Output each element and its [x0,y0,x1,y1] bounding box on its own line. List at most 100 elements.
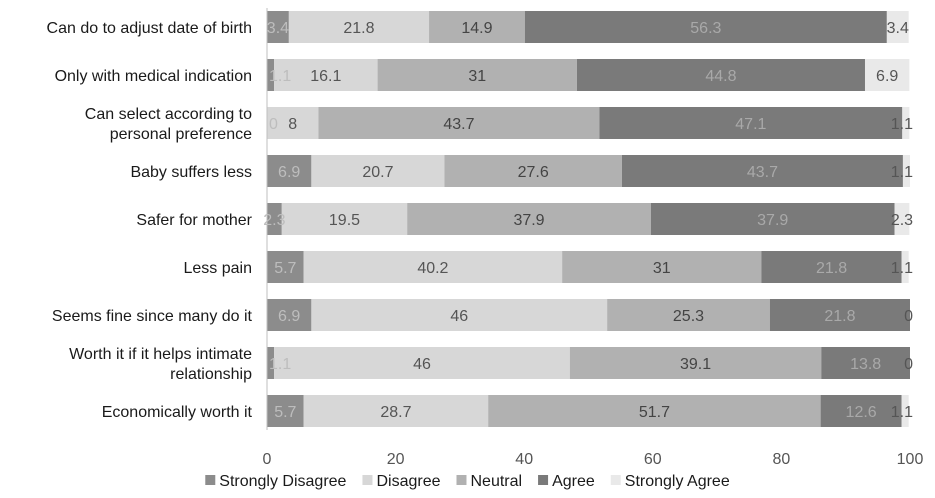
bar-segment [902,107,910,139]
bar-segment [524,11,887,43]
category-label: Safer for mother [136,212,252,229]
bar-segment [820,395,902,427]
bar-segment [562,251,762,283]
value-label: 1.1 [891,404,913,421]
x-tick-label: 60 [644,451,662,468]
value-label: 37.9 [757,212,788,229]
value-label: 46 [450,308,468,325]
value-label: 47.1 [735,116,766,133]
x-tick-label: 40 [515,451,533,468]
category-label: Only with medical indication [55,68,252,85]
value-label: 51.7 [639,404,670,421]
category-label: Baby suffers less [130,164,252,181]
bar-segment [267,155,312,187]
bar-segment [274,59,378,91]
value-label: 5.7 [274,404,296,421]
value-label: 5.7 [274,260,296,277]
category-label: Economically worth it [102,404,253,421]
legend-label: Strongly Agree [625,473,730,490]
bars-layer [267,11,910,427]
bar-segment [377,59,577,91]
bar-segment [902,155,910,187]
value-label: 0 [904,356,913,373]
bar-segment [318,107,600,139]
legend-label: Neutral [470,473,522,490]
value-label: 14.9 [461,20,492,37]
bar-segment [864,59,910,91]
legend-swatch [538,475,549,485]
category-label: Less pain [184,260,253,277]
x-tick-label: 0 [263,451,272,468]
value-label: 20.7 [362,164,393,181]
x-tick-label: 80 [773,451,791,468]
bar-segment [288,11,430,43]
value-label: 46 [413,356,431,373]
legend-label: Disagree [376,473,440,490]
bar-segment [894,203,910,235]
value-label: 43.7 [443,116,474,133]
value-label: 1.1 [891,164,913,181]
value-label: 8 [288,116,297,133]
value-label: 43.7 [747,164,778,181]
bar-segment [311,155,445,187]
value-label: 1.1 [891,260,913,277]
bar-segment [267,107,319,139]
bar-segment [607,299,770,331]
value-label: 1.1 [891,116,913,133]
bar-segment [650,203,895,235]
value-label: 2.3 [263,212,285,229]
category-labels-layer: Can do to adjust date of birth Only with … [47,20,253,421]
bar-segment [569,347,822,379]
legend-swatch [610,475,621,485]
bar-segment [267,203,282,235]
bar-segment [274,347,570,379]
value-label: 40.2 [417,260,448,277]
value-label: 6.9 [278,308,300,325]
value-label: 19.5 [329,212,360,229]
bar-segment [444,155,622,187]
bar-segment [267,11,289,43]
bar-segment [303,395,489,427]
bar-segment [761,251,902,283]
bar-segment [267,251,304,283]
x-axis-ticks-layer: 0 20 40 60 80 100 [263,451,924,468]
value-label: 21.8 [824,308,855,325]
legend-swatch [362,475,373,485]
bar-segment [886,11,909,43]
bar-segment [267,347,275,379]
value-label: 37.9 [513,212,544,229]
category-label: Seems fine since many do it [52,308,253,325]
value-label: 0 [904,308,913,325]
category-label: Can do to adjust date of birth [47,20,252,37]
value-labels-layer: 3.4 21.8 14.9 56.3 3.41.1 16.1 31 44.8 6.90 8 43.7… [263,20,913,421]
bar-segment [599,107,903,139]
bar-segment [901,395,909,427]
value-label: 31 [468,68,486,85]
bar-segment [429,11,525,43]
value-label: 6.9 [278,164,300,181]
bar-segment [303,251,563,283]
value-label: 3.4 [267,20,289,37]
value-label: 21.8 [343,20,374,37]
legend-swatch [205,475,216,485]
value-label: 2.3 [891,212,913,229]
bar-segment [281,203,408,235]
legend-label: Agree [552,473,595,490]
x-tick-label: 20 [387,451,405,468]
value-label: 31 [653,260,671,277]
value-label: 1.1 [269,68,291,85]
value-label: 28.7 [380,404,411,421]
value-label: 39.1 [680,356,711,373]
bar-segment [821,347,910,379]
category-label: Can select according to personal preferen… [85,106,252,143]
bar-segment [267,395,304,427]
value-label: 21.8 [816,260,847,277]
legend: Strongly Disagree Disagree Neutral Agree Str… [205,473,730,490]
value-label: 56.3 [690,20,721,37]
legend-label: Strongly Disagree [219,473,346,490]
legend-swatch [456,475,467,485]
bar-segment [311,299,608,331]
value-label: 3.4 [887,20,909,37]
value-label: 25.3 [673,308,704,325]
